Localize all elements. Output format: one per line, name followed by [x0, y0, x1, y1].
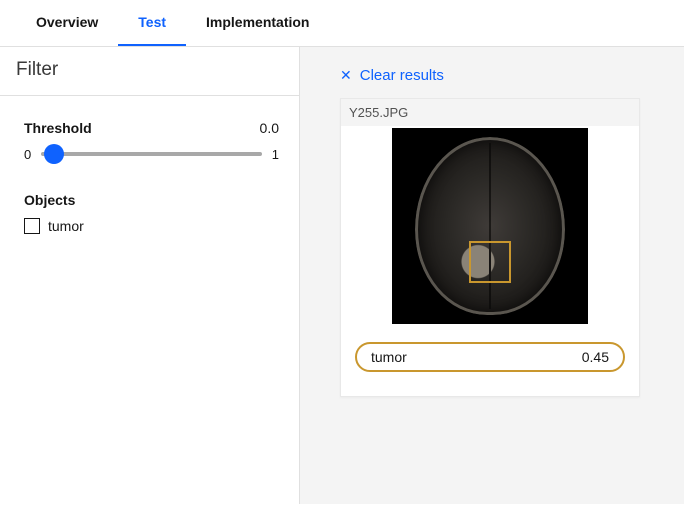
results-panel: ✕ Clear results Y255.JPG tumor 0.45 [300, 47, 684, 504]
slider-thumb[interactable] [44, 144, 64, 164]
threshold-value: 0.0 [260, 120, 279, 136]
detection-label: tumor [371, 349, 407, 365]
brain-shape [415, 137, 565, 315]
tab-overview[interactable]: Overview [16, 0, 118, 46]
filter-panel: Filter Threshold 0.0 0 1 Objects tumor [0, 47, 300, 504]
clear-results-label: Clear results [360, 67, 444, 84]
threshold-slider-row: 0 1 [24, 144, 279, 164]
object-checkbox-row[interactable]: tumor [24, 218, 279, 234]
objects-label: Objects [24, 192, 279, 208]
detection-pill: tumor 0.45 [355, 342, 625, 372]
threshold-slider[interactable] [41, 144, 262, 164]
tabs: Overview Test Implementation [0, 0, 684, 47]
slider-max-label: 1 [272, 147, 279, 162]
tab-implementation[interactable]: Implementation [186, 0, 329, 46]
slider-track [41, 152, 262, 156]
result-filename: Y255.JPG [341, 99, 639, 126]
threshold-label: Threshold [24, 120, 92, 136]
object-checkbox-label: tumor [48, 218, 84, 234]
filter-body: Threshold 0.0 0 1 Objects tumor [0, 96, 299, 250]
detection-score: 0.45 [582, 349, 609, 365]
slider-min-label: 0 [24, 147, 31, 162]
content-area: Filter Threshold 0.0 0 1 Objects tumor [0, 47, 684, 504]
threshold-row: Threshold 0.0 [24, 120, 279, 136]
filter-title: Filter [0, 47, 299, 96]
tab-test[interactable]: Test [118, 0, 186, 46]
clear-results-button[interactable]: ✕ Clear results [340, 67, 664, 84]
close-icon: ✕ [340, 67, 352, 84]
object-checkbox-tumor[interactable] [24, 218, 40, 234]
scan-image [392, 128, 588, 324]
result-image-wrap [341, 126, 639, 342]
detection-bbox [469, 241, 511, 283]
result-card: Y255.JPG tumor 0.45 [340, 98, 640, 397]
